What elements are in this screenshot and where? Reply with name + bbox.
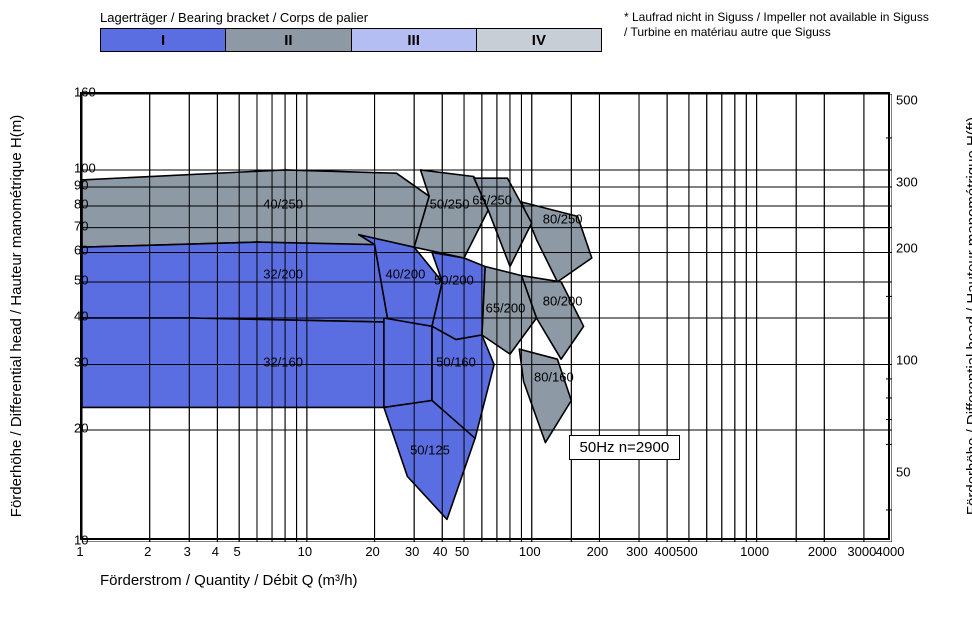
x-tick-label: 50 <box>455 544 469 559</box>
y-right-tick-label: 300 <box>896 175 918 190</box>
x-tick-label: 500 <box>676 544 698 559</box>
bracket-swatch: III <box>352 29 477 51</box>
footnote: * Laufrad nicht in Siguss / Impeller not… <box>624 10 934 40</box>
x-tick-label: 200 <box>587 544 609 559</box>
x-tick-label: 1000 <box>740 544 769 559</box>
performance-region <box>432 253 485 340</box>
y-right-tick-label: 200 <box>896 240 918 255</box>
x-tick-label: 30 <box>405 544 419 559</box>
y-right-tick-label: 100 <box>896 352 918 367</box>
performance-region <box>82 318 388 407</box>
bracket-swatch: IV <box>477 29 601 51</box>
y-right-tick-label: 50 <box>896 464 910 479</box>
performance-region <box>82 170 429 247</box>
y-axis-right-title: Förderhöhe / Differential head / Hauteur… <box>964 117 972 515</box>
x-axis-title: Förderstrom / Quantity / Débit Q (m³/h) <box>100 572 358 589</box>
x-tick-label: 2 <box>144 544 151 559</box>
x-tick-label: 20 <box>365 544 379 559</box>
x-tick-label: 10 <box>298 544 312 559</box>
x-tick-label: 400 <box>654 544 676 559</box>
x-tick-label: 4000 <box>876 544 905 559</box>
x-tick-label: 300 <box>626 544 648 559</box>
x-tick-label: 100 <box>519 544 541 559</box>
x-tick-label: 3000 <box>847 544 876 559</box>
x-tick-label: 3 <box>184 544 191 559</box>
legend-title: Lagerträger / Bearing bracket / Corps de… <box>100 10 368 25</box>
x-tick-label: 40 <box>433 544 447 559</box>
plot-area <box>80 92 890 540</box>
performance-region <box>384 318 432 407</box>
y-axis-left-title: Förderhöhe / Differential head / Hauteur… <box>8 115 25 517</box>
bracket-swatch: I <box>101 29 226 51</box>
info-box: 50Hz n=2900 <box>569 435 681 460</box>
plot-svg <box>82 94 892 542</box>
y-right-tick-label: 500 <box>896 92 918 107</box>
chart-frame: Lagerträger / Bearing bracket / Corps de… <box>0 0 972 618</box>
x-tick-label: 4 <box>212 544 219 559</box>
bracket-legend: IIIIIIIV <box>100 28 602 52</box>
bracket-swatch: II <box>226 29 351 51</box>
x-tick-label: 5 <box>234 544 241 559</box>
x-tick-label: 2000 <box>808 544 837 559</box>
performance-region <box>519 349 571 443</box>
